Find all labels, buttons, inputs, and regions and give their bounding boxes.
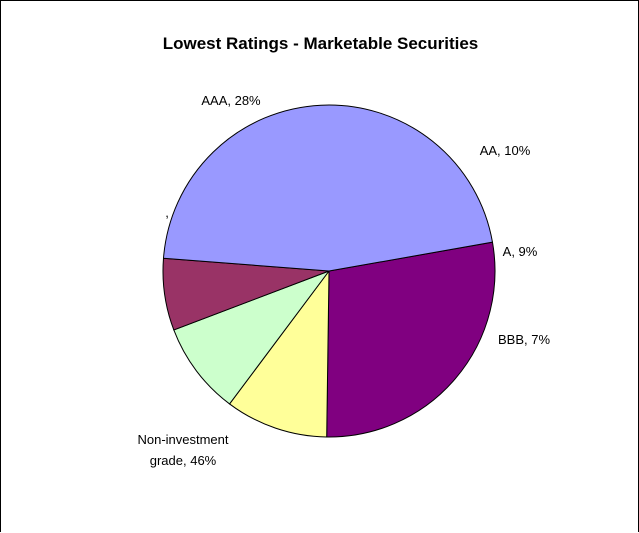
pie-slice-aaa: [326, 241, 496, 438]
pie-slice-aa: [228, 269, 330, 438]
data-label-aa: AA, 10%: [480, 143, 531, 158]
data-label-empty: ,: [165, 205, 169, 220]
data-label-aaa: AAA, 28%: [201, 93, 261, 108]
data-label-non-investment-grade: Non-investment grade, 46%: [137, 432, 228, 468]
pie-slice-non-investment-grade: [162, 104, 494, 272]
pie-slice-a: [173, 269, 331, 405]
data-label-bbb: BBB, 7%: [498, 332, 550, 347]
chart-title: Lowest Ratings - Marketable Securities: [162, 34, 479, 53]
data-label-a: A, 9%: [503, 244, 538, 259]
